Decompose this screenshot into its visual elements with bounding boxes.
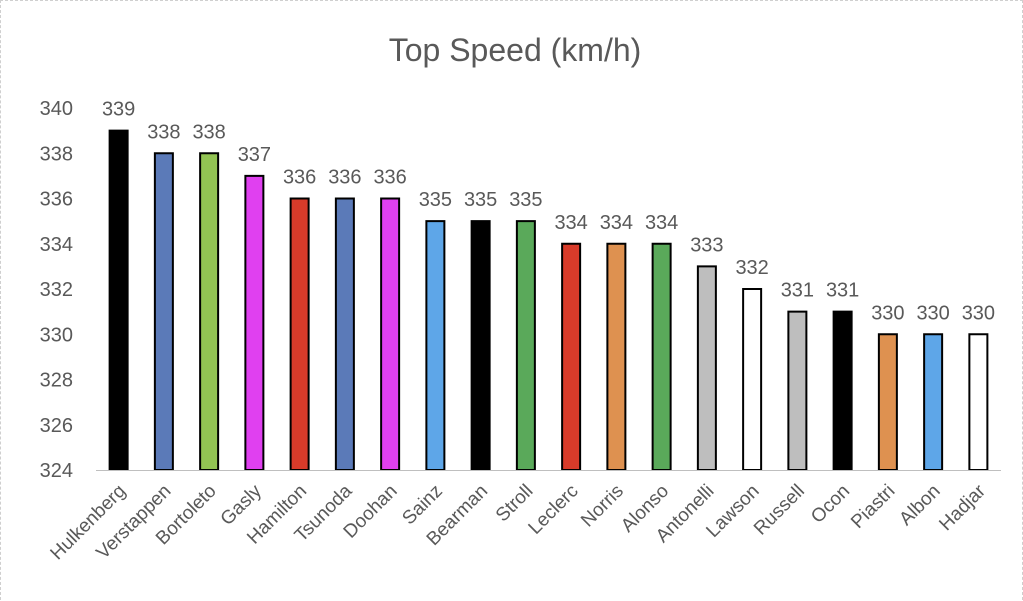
x-tick-label-piastri: Piastri bbox=[847, 481, 899, 533]
x-tick-label-ocon: Ocon bbox=[807, 481, 854, 528]
x-tick-label-hadjar: Hadjar bbox=[935, 480, 990, 535]
y-tick-label: 334 bbox=[40, 234, 73, 256]
bar-alonso bbox=[651, 242, 672, 471]
data-label-verstappen: 338 bbox=[147, 121, 180, 143]
y-tick-label: 326 bbox=[40, 415, 73, 437]
data-label-tsunoda: 336 bbox=[328, 167, 361, 189]
data-label-gasly: 337 bbox=[238, 144, 271, 166]
data-label-piastri: 330 bbox=[871, 302, 904, 324]
data-label-norris: 334 bbox=[600, 212, 633, 234]
bar-stroll bbox=[515, 220, 536, 471]
data-label-hulkenberg: 339 bbox=[102, 99, 135, 121]
bar-tsunoda bbox=[334, 197, 355, 471]
bar-verstappen bbox=[153, 152, 174, 471]
bar-bortoleto bbox=[199, 152, 220, 471]
data-label-stroll: 335 bbox=[509, 189, 542, 211]
bar-antonelli bbox=[696, 265, 717, 471]
x-axis: HulkenbergVerstappenBortoletoGaslyHamilt… bbox=[47, 470, 1001, 564]
bar-lawson bbox=[742, 288, 763, 471]
x-tick-label-leclerc: Leclerc bbox=[525, 481, 583, 539]
bar-leclerc bbox=[561, 242, 582, 471]
data-label-lawson: 332 bbox=[735, 257, 768, 279]
data-label-albon: 330 bbox=[916, 302, 949, 324]
y-tick-label: 330 bbox=[40, 324, 73, 346]
y-tick-label: 328 bbox=[40, 370, 73, 392]
y-tick-label: 338 bbox=[40, 143, 73, 165]
y-tick-label: 340 bbox=[40, 98, 73, 120]
bar-ocon bbox=[832, 310, 853, 471]
data-label-leclerc: 334 bbox=[554, 212, 587, 234]
data-label-hadjar: 330 bbox=[962, 302, 995, 324]
x-tick-label-russell: Russell bbox=[750, 481, 809, 540]
y-tick-label: 336 bbox=[40, 189, 73, 211]
data-label-russell: 331 bbox=[781, 280, 814, 302]
bar-sainz bbox=[425, 220, 446, 471]
bar-hamilton bbox=[289, 197, 310, 471]
y-tick-label: 332 bbox=[40, 279, 73, 301]
data-label-bortoleto: 338 bbox=[192, 121, 225, 143]
data-labels: 339 338 338 337 336 336 336 335 335 335 334 334 334 3… bbox=[102, 99, 995, 325]
bar-doohan bbox=[380, 197, 401, 471]
bar-hulkenberg bbox=[108, 129, 129, 471]
bar-bearman bbox=[470, 220, 491, 471]
bar-albon bbox=[923, 333, 944, 471]
data-label-hamilton: 336 bbox=[283, 167, 316, 189]
bar-piastri bbox=[877, 333, 898, 471]
bar-russell bbox=[787, 310, 808, 471]
data-label-alonso: 334 bbox=[645, 212, 678, 234]
y-axis: 324 326 328 330 332 334 336 338 340 bbox=[40, 98, 73, 482]
data-label-antonelli: 333 bbox=[690, 234, 723, 256]
chart-title: Top Speed (km/h) bbox=[389, 32, 642, 68]
bar-norris bbox=[606, 242, 627, 471]
bar-hadjar bbox=[968, 333, 989, 471]
data-label-sainz: 335 bbox=[419, 189, 452, 211]
data-label-ocon: 331 bbox=[826, 280, 859, 302]
y-tick-label: 324 bbox=[40, 460, 73, 482]
data-label-bearman: 335 bbox=[464, 189, 497, 211]
bar-gasly bbox=[244, 174, 265, 471]
data-label-doohan: 336 bbox=[373, 167, 406, 189]
